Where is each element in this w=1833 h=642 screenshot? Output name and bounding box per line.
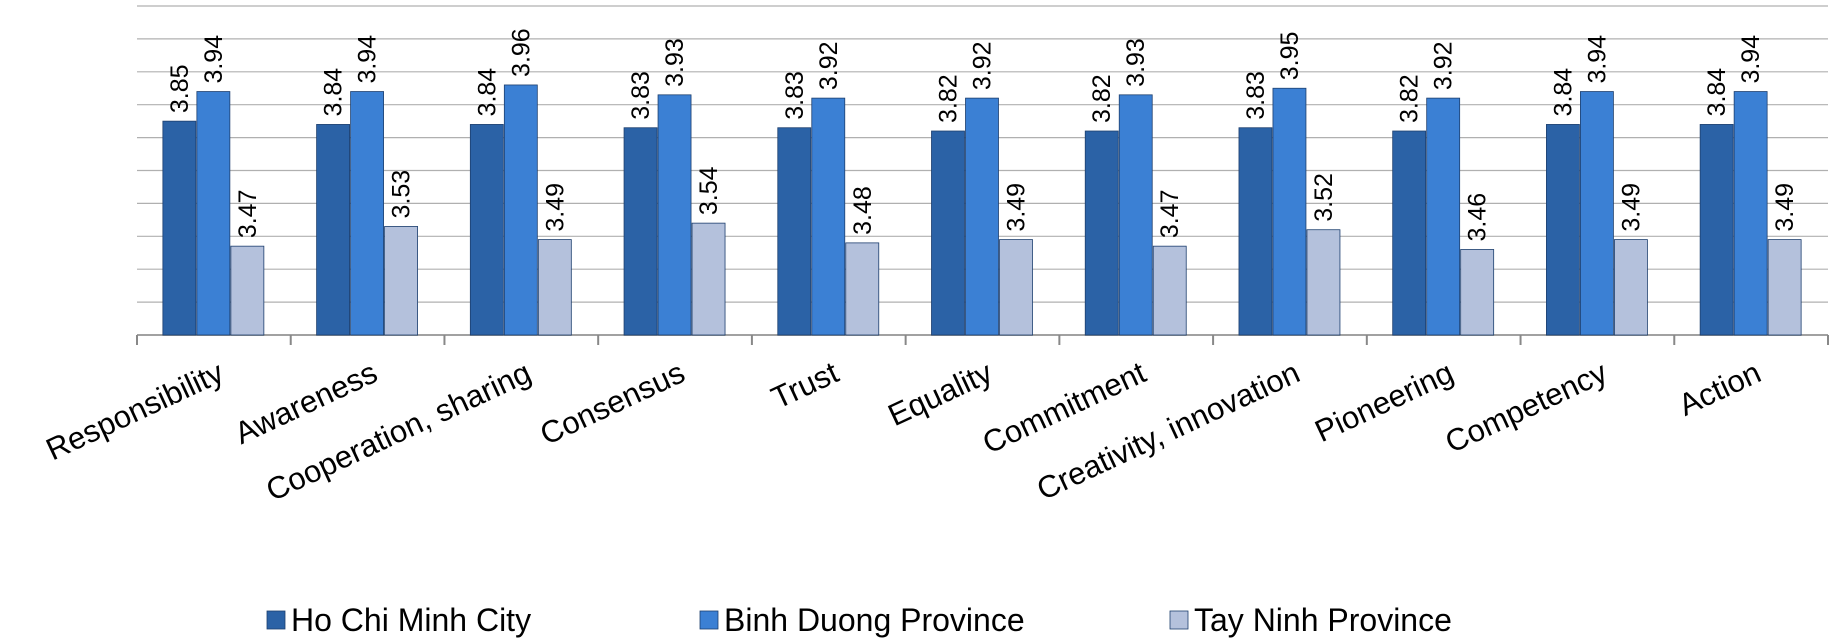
data-label: 3.84 bbox=[320, 68, 348, 117]
bar bbox=[811, 97, 846, 336]
bar bbox=[384, 226, 418, 336]
data-label: 3.84 bbox=[473, 68, 501, 117]
data-label: 3.92 bbox=[969, 41, 997, 90]
legend-swatch bbox=[266, 610, 286, 630]
bar bbox=[1699, 124, 1734, 336]
data-label: 3.94 bbox=[1583, 35, 1611, 84]
bar bbox=[657, 94, 692, 336]
bar bbox=[1767, 239, 1802, 336]
data-label: 3.92 bbox=[1430, 41, 1458, 90]
bar bbox=[1614, 239, 1648, 336]
bar bbox=[1426, 97, 1461, 336]
data-label: 3.92 bbox=[815, 41, 843, 90]
bar bbox=[623, 127, 658, 336]
bar bbox=[1238, 127, 1273, 336]
data-label: 3.54 bbox=[695, 166, 723, 215]
bar bbox=[845, 242, 880, 336]
bar bbox=[1733, 91, 1768, 336]
data-label: 3.49 bbox=[541, 183, 569, 232]
bar bbox=[316, 124, 350, 336]
bar bbox=[230, 245, 265, 336]
x-tick-label: Cooperation, sharing bbox=[261, 355, 537, 508]
bar bbox=[777, 127, 812, 336]
bar bbox=[1272, 87, 1307, 336]
bar bbox=[1118, 94, 1153, 336]
bar bbox=[999, 239, 1033, 336]
data-label: 3.83 bbox=[781, 71, 809, 120]
bar bbox=[469, 124, 504, 336]
bar bbox=[931, 130, 965, 336]
data-label: 3.94 bbox=[1737, 35, 1765, 84]
data-label: 3.83 bbox=[1242, 71, 1270, 120]
data-label: 3.84 bbox=[1549, 68, 1577, 117]
bar bbox=[503, 84, 538, 336]
bar bbox=[1152, 245, 1187, 336]
data-label: 3.84 bbox=[1703, 68, 1731, 117]
x-tick-label: Pioneering bbox=[1310, 355, 1459, 449]
data-label: 3.94 bbox=[200, 35, 228, 84]
bar bbox=[196, 91, 231, 336]
data-label: 3.49 bbox=[1003, 183, 1031, 232]
data-label: 3.82 bbox=[1396, 74, 1424, 123]
data-label: 3.82 bbox=[1088, 74, 1116, 123]
data-label: 3.85 bbox=[166, 64, 194, 113]
data-label: 3.52 bbox=[1310, 173, 1338, 222]
legend-label: Tay Ninh Province bbox=[1194, 602, 1452, 638]
x-tick-label: Equality bbox=[883, 354, 998, 433]
bar bbox=[1546, 124, 1580, 336]
data-label: 3.53 bbox=[388, 170, 416, 219]
data-label: 3.48 bbox=[849, 186, 877, 235]
data-label: 3.83 bbox=[627, 71, 655, 120]
data-label: 3.96 bbox=[507, 28, 535, 77]
bar bbox=[162, 120, 197, 336]
data-label: 3.47 bbox=[234, 189, 262, 238]
data-label: 3.94 bbox=[354, 35, 382, 84]
bar bbox=[537, 239, 572, 336]
x-tick-label: Action bbox=[1673, 355, 1766, 423]
bar bbox=[965, 97, 999, 336]
bar bbox=[1580, 91, 1614, 336]
bar bbox=[1306, 229, 1341, 336]
x-tick-label: Responsibility bbox=[41, 354, 230, 467]
data-label: 3.95 bbox=[1276, 32, 1304, 81]
bar bbox=[691, 222, 726, 336]
x-tick-label: Competency bbox=[1440, 354, 1613, 459]
data-label: 3.49 bbox=[1617, 183, 1645, 232]
bar bbox=[350, 91, 384, 336]
bar bbox=[1460, 249, 1495, 336]
legend-label: Ho Chi Minh City bbox=[291, 602, 531, 638]
bar bbox=[1084, 130, 1119, 336]
legend-swatch bbox=[699, 610, 719, 630]
legend-swatch bbox=[1169, 610, 1189, 630]
data-label: 3.47 bbox=[1156, 189, 1184, 238]
data-label: 3.46 bbox=[1464, 193, 1492, 242]
bar bbox=[1392, 130, 1427, 336]
x-tick-label: Creativity, innovation bbox=[1031, 355, 1305, 507]
legend-label: Binh Duong Province bbox=[724, 602, 1025, 638]
data-label: 3.82 bbox=[935, 74, 963, 123]
data-label: 3.93 bbox=[1122, 38, 1150, 87]
data-label: 3.93 bbox=[661, 38, 689, 87]
data-label: 3.49 bbox=[1771, 183, 1799, 232]
x-tick-label: Consensus bbox=[535, 355, 690, 452]
x-tick-label: Trust bbox=[766, 354, 844, 415]
